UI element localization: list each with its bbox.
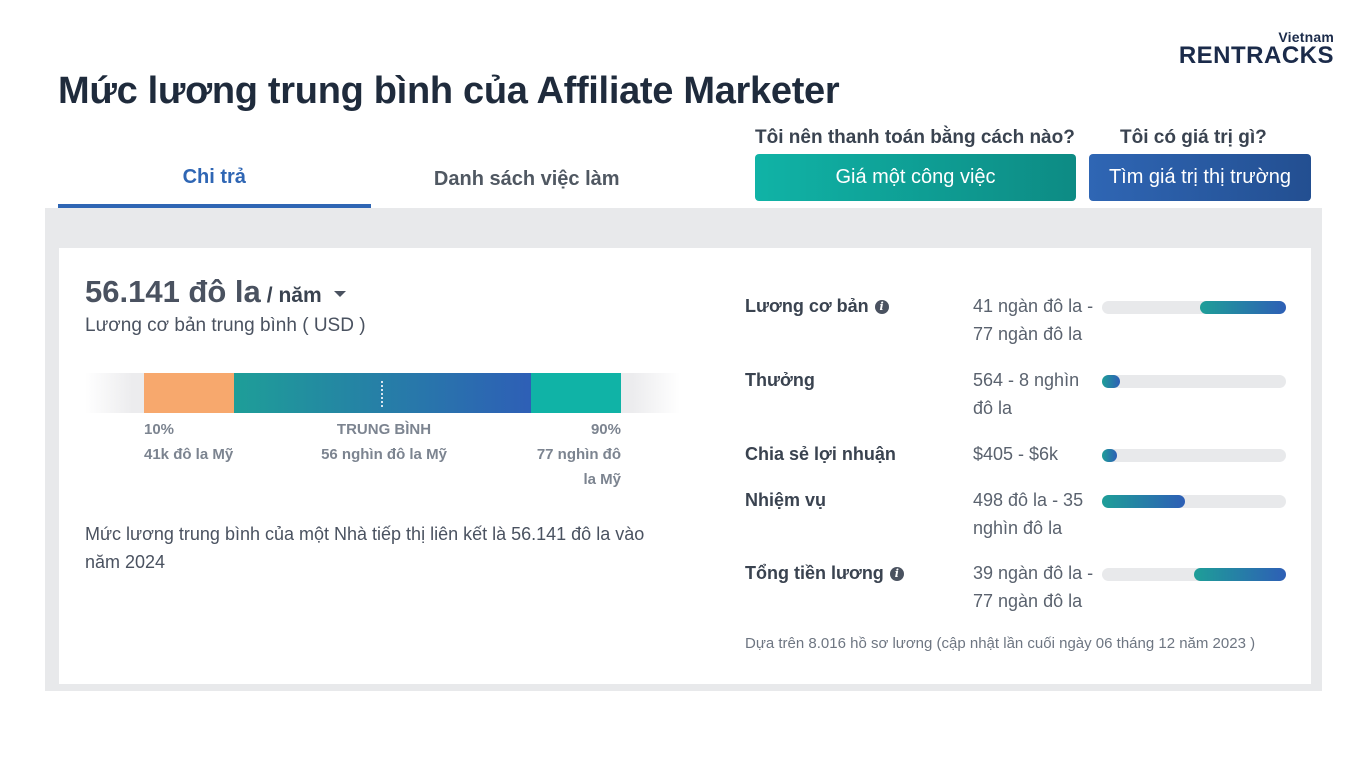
salary-card: 56.141 đô la / năm Lương cơ bản trung bì… xyxy=(59,248,1311,684)
breakdown-value-bonus: 564 - 8 nghìn đô la xyxy=(973,370,1080,418)
breakdown-label-text: Thưởng xyxy=(745,370,815,390)
breakdown-fill-profit-sharing xyxy=(1102,449,1117,462)
breakdown-label-commission: Nhiệm vụ xyxy=(745,490,826,511)
salary-amount: 56.141 đô la xyxy=(85,274,261,309)
breakdown-value-total-pay: 39 ngàn đô la - 77 ngàn đô la xyxy=(973,563,1094,611)
salary-description: Mức lương trung bình của một Nhà tiếp th… xyxy=(85,524,645,572)
p10-label: 10% xyxy=(144,421,175,438)
breakdown-track-commission xyxy=(1102,495,1286,508)
breakdown-label-base-pay: Lương cơ bản i xyxy=(745,296,889,317)
info-icon[interactable]: i xyxy=(889,566,904,581)
breakdown-label-text: Nhiệm vụ xyxy=(745,490,827,510)
price-a-job-button[interactable]: Giá một công việc xyxy=(755,154,1076,201)
tab-job-list[interactable]: Danh sách việc làm xyxy=(433,167,620,190)
chevron-down-icon[interactable] xyxy=(333,291,346,297)
page-title: Mức lương trung bình của Affiliate Marke… xyxy=(58,70,840,112)
breakdown-track-bonus xyxy=(1102,375,1286,388)
median-label: TRUNG BÌNH xyxy=(336,421,432,438)
distribution-segment-p90 xyxy=(531,373,621,413)
content-panel: 56.141 đô la / năm Lương cơ bản trung bì… xyxy=(45,208,1322,691)
info-icon[interactable]: i xyxy=(874,299,889,314)
breakdown-fill-total-pay xyxy=(1194,568,1286,581)
p90-label-group: 90% 77 nghìn đô la Mỹ xyxy=(529,417,621,492)
breakdown-track-total-pay xyxy=(1102,568,1286,581)
logo-small-text: Vietnam xyxy=(1278,29,1334,45)
p10-value: 41k đô la Mỹ xyxy=(144,446,234,463)
median-label-group: TRUNG BÌNH 56 nghìn đô la Mỹ xyxy=(299,417,469,467)
breakdown-fill-bonus xyxy=(1102,375,1121,388)
salary-headline: 56.141 đô la / năm xyxy=(85,274,346,310)
breakdown-value-commission: 498 đô la - 35 nghìn đô la xyxy=(973,490,1084,538)
breakdown-fill-commission xyxy=(1102,495,1185,508)
p90-value: 77 nghìn đô la Mỹ xyxy=(536,446,621,488)
question-worth: Tôi có giá trị gì? xyxy=(1120,127,1267,148)
breakdown-value-profit-sharing: $405 - $6k xyxy=(973,444,1059,464)
breakdown-fill-base-pay xyxy=(1199,301,1286,314)
breakdown-label-text: Lương cơ bản xyxy=(745,296,869,316)
breakdown-value-base-pay: 41 ngàn đô la - 77 ngàn đô la xyxy=(973,296,1094,344)
salary-subtitle: Lương cơ bản trung bình ( USD ) xyxy=(85,315,366,336)
breakdown-label-total-pay: Tổng tiền lương i xyxy=(745,563,904,584)
logo: Vietnam RENTRACKS xyxy=(1178,29,1334,69)
find-market-value-button[interactable]: Tìm giá trị thị trường xyxy=(1089,154,1311,201)
question-payment: Tôi nên thanh toán bằng cách nào? xyxy=(755,127,1075,148)
p90-label: 90% xyxy=(590,421,621,438)
median-marker xyxy=(381,381,383,407)
tab-pay[interactable]: Chi trả xyxy=(58,150,371,208)
median-value: 56 nghìn đô la Mỹ xyxy=(321,446,447,463)
distribution-segment-p10 xyxy=(144,373,234,413)
breakdown-track-base-pay xyxy=(1102,301,1286,314)
p10-label-group: 10% 41k đô la Mỹ xyxy=(144,417,234,467)
breakdown-label-text: Tổng tiền lương xyxy=(745,563,884,583)
breakdown-label-text: Chia sẻ lợi nhuận xyxy=(745,444,896,464)
tab-bar: Chi trả Danh sách việc làm xyxy=(58,150,683,208)
breakdown-label-bonus: Thưởng xyxy=(745,370,815,391)
salary-period[interactable]: / năm xyxy=(266,284,322,307)
logo-big-text: RENTRACKS xyxy=(1178,42,1334,69)
data-footnote: Dựa trên 8.016 hồ sơ lương (cập nhật lần… xyxy=(745,635,1256,652)
breakdown-label-profit-sharing: Chia sẻ lợi nhuận xyxy=(745,444,896,465)
breakdown-track-profit-sharing xyxy=(1102,449,1286,462)
